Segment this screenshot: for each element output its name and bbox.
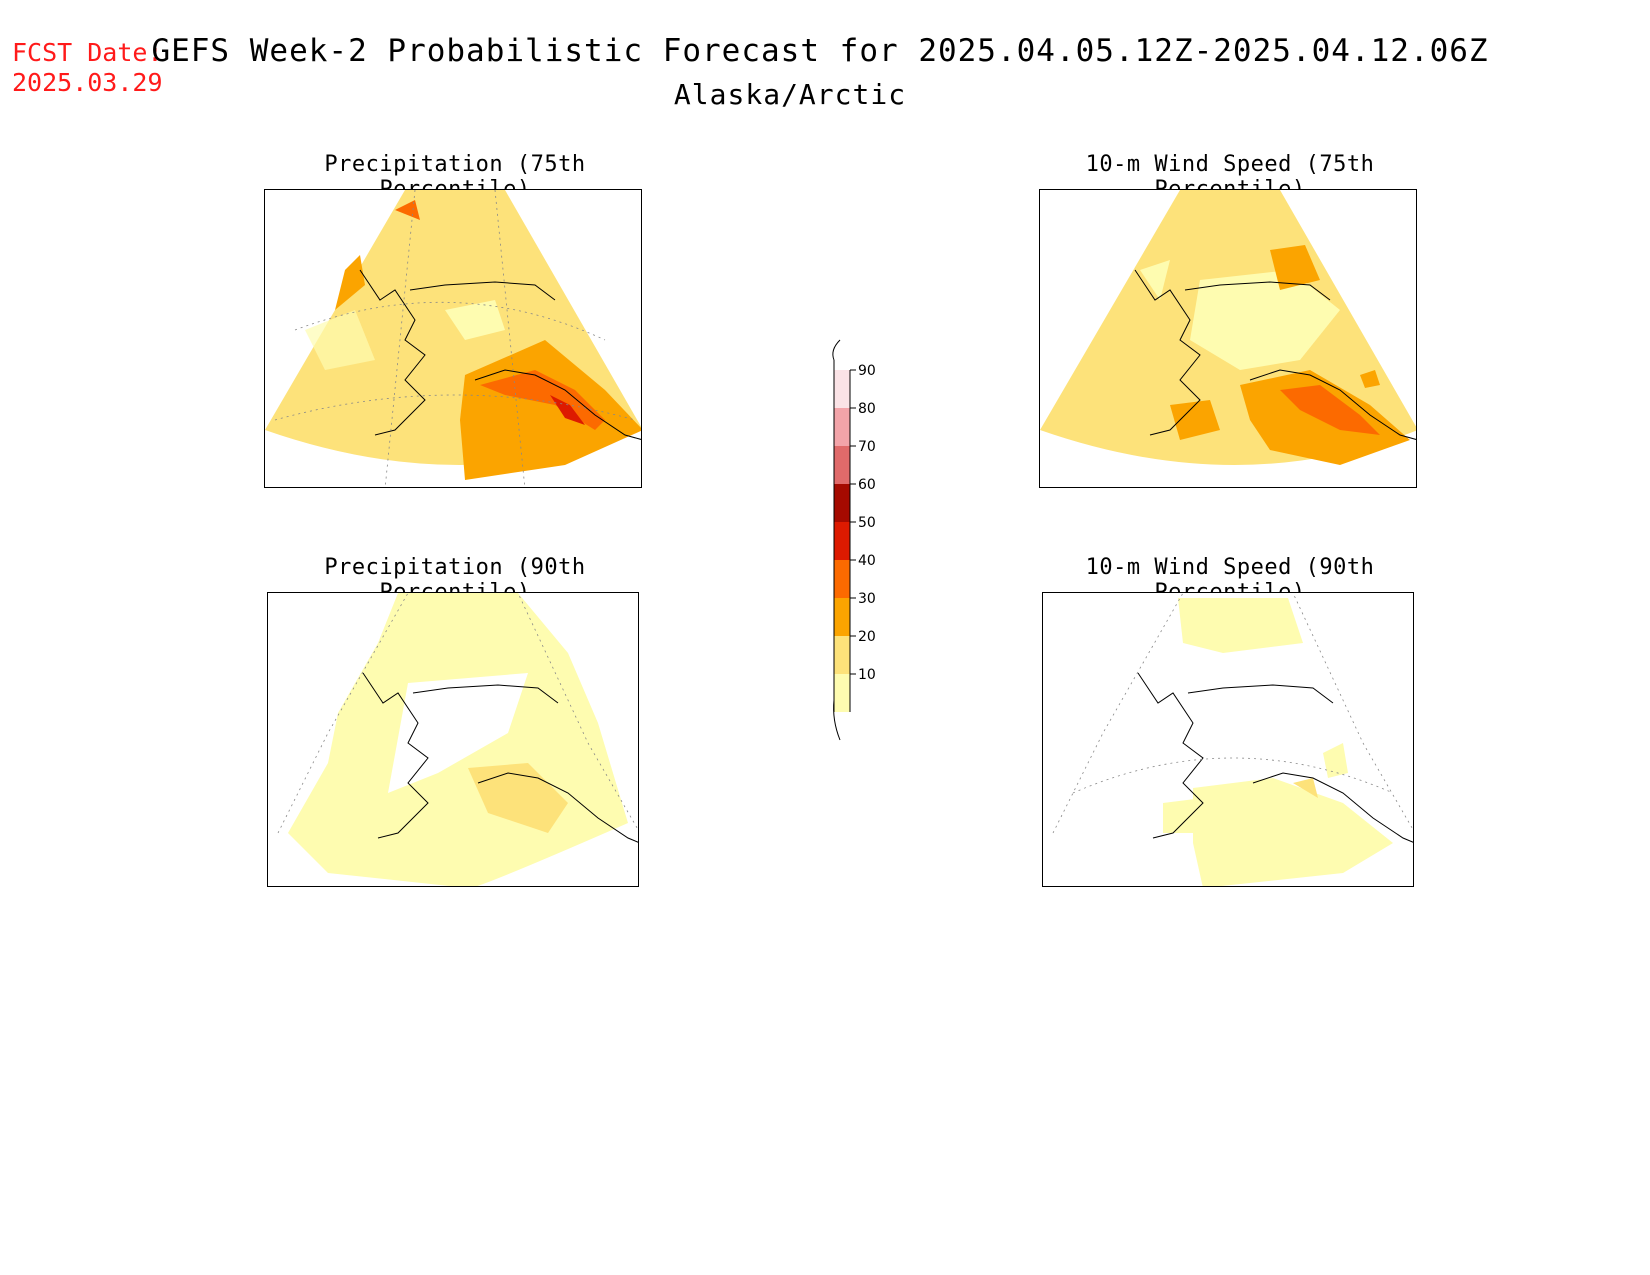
colorbar-swatch-50 <box>834 522 850 560</box>
colorbar-bottom-tip <box>833 699 841 741</box>
colorbar: 90 80 70 60 50 40 30 20 10 <box>832 339 876 741</box>
colorbar-label-10: 10 <box>858 667 876 683</box>
colorbar-label-20: 20 <box>858 629 876 645</box>
map-precip-90th <box>267 592 639 887</box>
colorbar-label-80: 80 <box>858 401 876 417</box>
colorbar-label-30: 30 <box>858 591 876 607</box>
fcst-date-block: FCST Date: 2025.03.29 <box>12 38 163 98</box>
page-title: GEFS Week-2 Probabilistic Forecast for 2… <box>151 33 1489 69</box>
colorbar-label-70: 70 <box>858 439 876 455</box>
region-subtitle: Alaska/Arctic <box>673 78 907 111</box>
colorbar-swatch-40 <box>834 560 850 598</box>
map-wind-90th <box>1042 592 1414 887</box>
fcst-date-value: 2025.03.29 <box>12 68 163 97</box>
colorbar-label-50: 50 <box>858 515 876 531</box>
colorbar-label-90: 90 <box>858 363 876 379</box>
colorbar-top-tip <box>832 339 841 361</box>
colorbar-swatch-20 <box>834 636 850 674</box>
colorbar-label-40: 40 <box>858 553 876 569</box>
colorbar-swatch-90 <box>834 370 850 408</box>
fcst-date-label: FCST Date: <box>12 38 163 67</box>
map-wind-75th <box>1039 189 1417 488</box>
map-precip-75th <box>264 189 642 488</box>
colorbar-swatch-70 <box>834 446 850 484</box>
colorbar-label-60: 60 <box>858 477 876 493</box>
colorbar-swatch-80 <box>834 408 850 446</box>
colorbar-swatch-30 <box>834 598 850 636</box>
colorbar-swatch-10 <box>834 674 850 712</box>
colorbar-swatch-60 <box>834 484 850 522</box>
